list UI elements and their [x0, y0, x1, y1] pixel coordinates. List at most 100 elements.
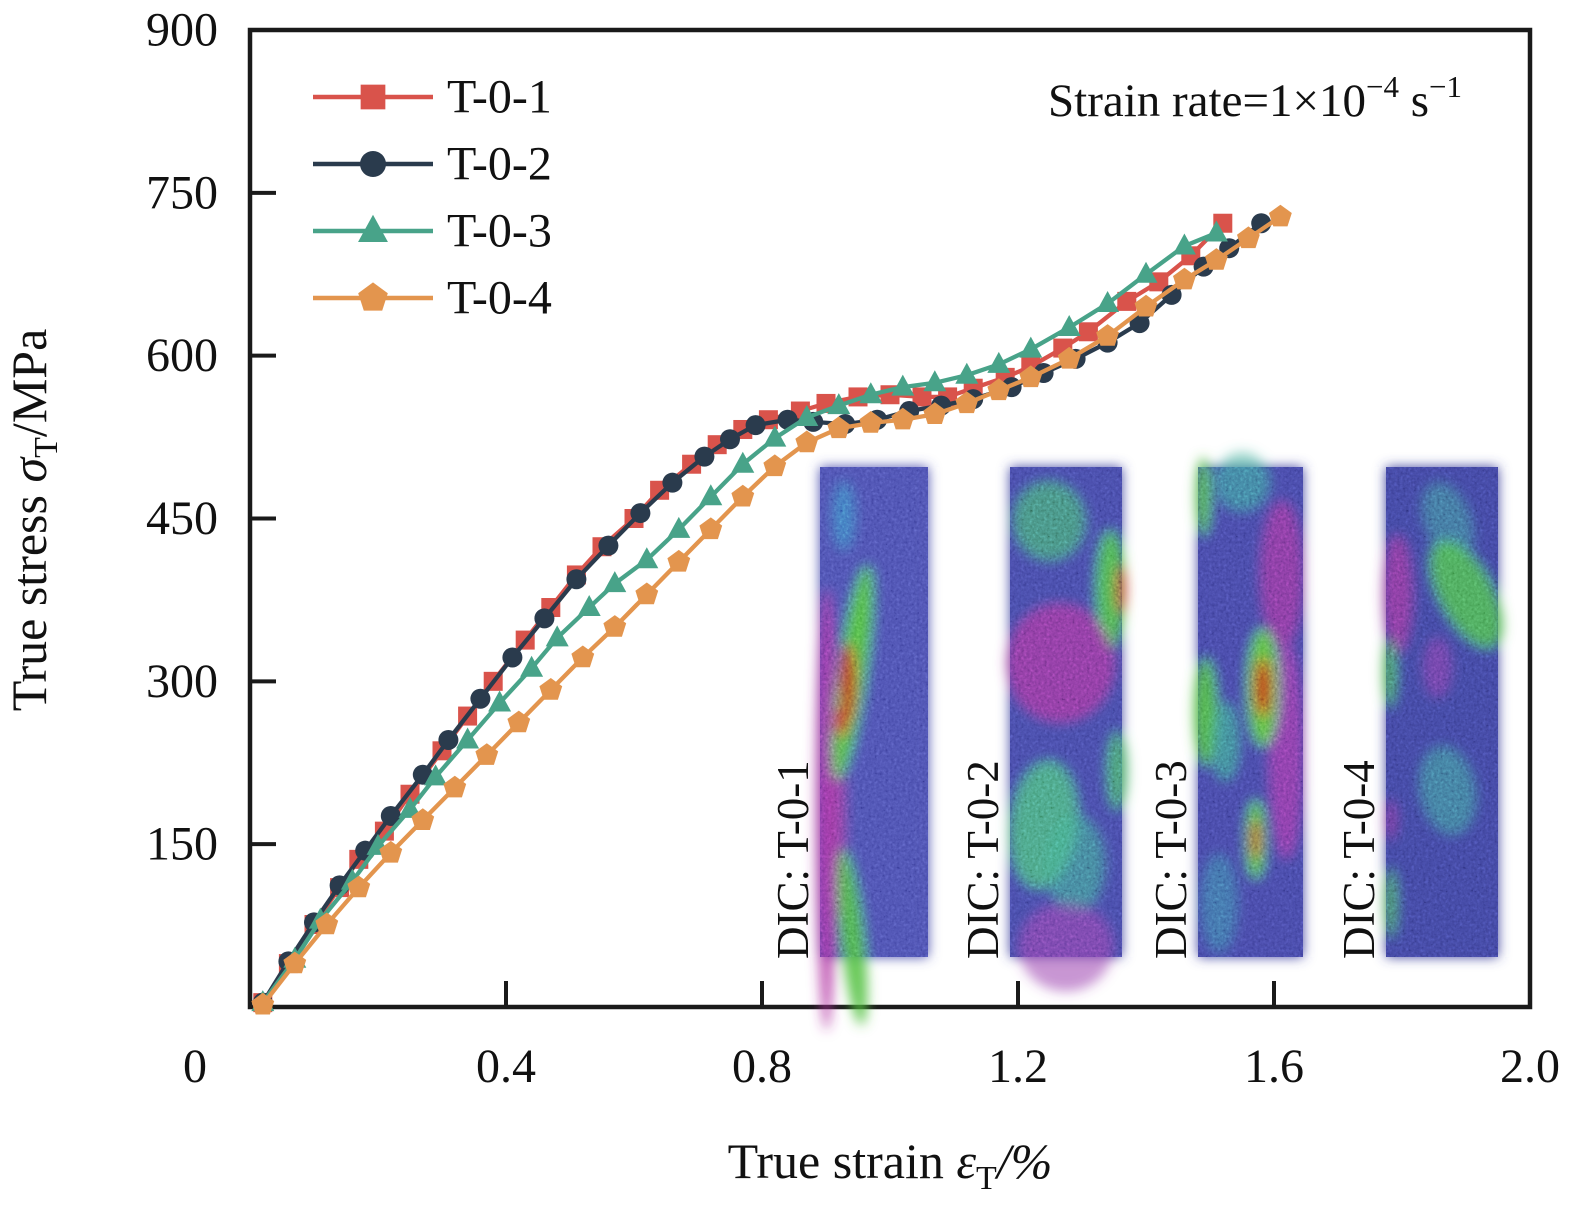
pentagon-marker	[379, 840, 403, 863]
dic-noise	[1386, 467, 1498, 957]
triangle-marker	[398, 796, 422, 818]
pentagon-legend-marker	[358, 282, 388, 311]
pentagon-marker	[1237, 226, 1260, 249]
y-tick-label: 450	[146, 492, 218, 545]
triangle-marker	[763, 425, 787, 447]
circle-marker	[438, 729, 459, 750]
circle-marker	[630, 503, 651, 524]
triangle-marker	[1057, 314, 1081, 336]
triangle-marker	[955, 362, 979, 384]
triangle-marker	[488, 690, 512, 712]
pentagon-marker	[1173, 267, 1196, 290]
pentagon-marker	[571, 645, 595, 668]
dic-noise	[1010, 467, 1122, 957]
triangle-marker	[827, 393, 851, 415]
dic-noise	[820, 467, 928, 957]
pentagon-marker	[1205, 248, 1228, 270]
annotation-unit: s	[1399, 75, 1429, 127]
x-tick-label: 0.4	[476, 1040, 536, 1093]
circle-marker	[662, 472, 683, 493]
pentagon-marker	[763, 454, 787, 477]
pentagon-marker	[795, 430, 819, 453]
pentagon-marker	[347, 875, 371, 898]
circle-marker	[598, 535, 619, 556]
dic-inset-2	[1006, 467, 1128, 992]
pentagon-marker	[539, 678, 563, 700]
annotation-unit-exponent: −1	[1429, 69, 1462, 104]
pentagon-marker	[475, 743, 499, 765]
triangle-marker	[545, 625, 569, 647]
triangle-marker	[731, 451, 755, 473]
dic-inset-1	[815, 467, 928, 1031]
square-marker	[912, 387, 932, 407]
y-tick-label: 300	[146, 655, 218, 708]
x-title-symbol: ε	[956, 1133, 976, 1189]
pentagon-marker	[699, 517, 723, 540]
square-marker	[1117, 291, 1137, 311]
strain-rate-annotation: Strain rate=1×10−4 s−1	[1048, 69, 1462, 127]
triangle-marker	[1134, 261, 1158, 283]
triangle-marker	[699, 484, 723, 506]
legend-item-T-0-2: T-0-2	[313, 138, 552, 191]
dic-noise	[1198, 467, 1303, 957]
y-title-prefix: True stress	[1, 483, 57, 712]
triangle-marker	[795, 405, 819, 427]
triangle-marker	[424, 764, 448, 786]
x-tick-label: 0	[183, 1040, 207, 1093]
triangle-marker	[1172, 233, 1196, 255]
pentagon-marker	[251, 992, 275, 1015]
legend-label: T-0-4	[447, 272, 552, 325]
pentagon-marker	[443, 775, 467, 798]
triangle-marker	[520, 655, 544, 677]
y-axis-title: True stress σT/MPa	[1, 329, 65, 712]
pentagon-marker	[411, 808, 435, 830]
pentagon-marker	[315, 912, 339, 935]
legend-item-T-0-1: T-0-1	[313, 71, 552, 124]
series-line-T-0-2	[260, 221, 1264, 1005]
square-marker	[1078, 322, 1098, 342]
circle-marker	[745, 415, 766, 436]
y-title-symbol: σ	[1, 456, 57, 483]
dic-inset-label: DIC: T-0-3	[1146, 760, 1196, 959]
dic-inset-label: DIC: T-0-2	[958, 760, 1008, 959]
legend-label: T-0-3	[447, 205, 552, 258]
pentagon-marker	[891, 407, 915, 430]
circle-marker	[380, 805, 401, 826]
series-T-0-4	[251, 204, 1292, 1015]
triangle-marker	[667, 516, 691, 538]
triangle-marker	[635, 547, 659, 569]
legend-label: T-0-1	[447, 71, 552, 124]
circle-marker	[534, 608, 555, 629]
triangle-marker	[923, 370, 947, 392]
pentagon-marker	[1269, 204, 1292, 227]
dic-inset-label: DIC: T-0-1	[768, 760, 818, 959]
y-tick-label: 750	[146, 166, 218, 219]
pentagon-marker	[955, 391, 979, 414]
x-title-unit: /%	[994, 1133, 1053, 1189]
triangle-marker	[859, 382, 883, 404]
triangle-marker	[891, 374, 915, 396]
pentagon-marker	[1096, 324, 1119, 346]
legend: T-0-1 T-0-2 T-0-3 T-0-4	[313, 71, 552, 325]
pentagon-marker	[283, 951, 307, 974]
x-tick-label: 0.8	[732, 1040, 792, 1093]
x-title-prefix: True strain	[728, 1133, 957, 1189]
y-title-unit: /MPa	[1, 329, 57, 437]
dic-insets: DIC: T-0-1 DIC: T-0-2 DIC: T-0-3 DIC: T-0-4	[768, 452, 1504, 1031]
triangle-legend-marker	[358, 214, 388, 243]
pentagon-marker	[987, 378, 1011, 401]
pentagon-marker	[603, 615, 627, 637]
x-tick-label: 1.6	[1244, 1040, 1304, 1093]
pentagon-marker	[635, 582, 659, 605]
pentagon-marker	[731, 484, 755, 507]
circle-legend-marker	[360, 151, 386, 177]
dic-inset-label: DIC: T-0-4	[1334, 760, 1384, 959]
pentagon-marker	[923, 402, 947, 424]
pentagon-marker	[859, 411, 883, 433]
y-tick-label: 150	[146, 818, 218, 871]
annotation-base: Strain rate=1×10	[1048, 75, 1366, 127]
circle-marker	[502, 647, 523, 668]
x-tick-label: 2.0	[1500, 1040, 1560, 1093]
